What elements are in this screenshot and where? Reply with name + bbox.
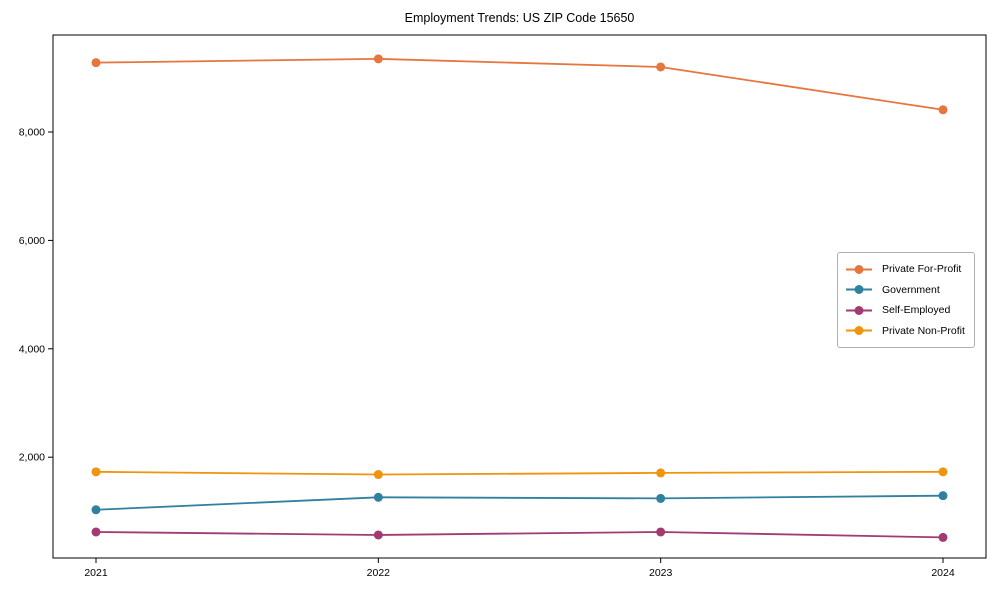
legend-marker-icon <box>846 285 872 295</box>
data-point <box>91 467 101 477</box>
data-point <box>373 530 383 540</box>
legend-label: Private Non-Profit <box>882 324 965 337</box>
data-point <box>91 527 101 537</box>
x-tick-label: 2023 <box>649 567 673 579</box>
data-point <box>938 105 948 115</box>
data-point <box>373 492 383 502</box>
y-tick-label: 8,000 <box>19 127 45 139</box>
legend-marker-icon <box>846 305 872 315</box>
legend-label: Private For-Profit <box>882 263 962 276</box>
series-line <box>95 494 944 511</box>
series-line <box>95 470 944 476</box>
data-point <box>938 532 948 542</box>
y-tick-label: 6,000 <box>19 235 45 247</box>
legend-item: Government <box>845 280 966 301</box>
series-line <box>95 531 944 539</box>
legend-label: Government <box>882 283 940 296</box>
legend-item: Self-Employed <box>845 300 966 321</box>
data-point <box>938 491 948 501</box>
x-tick-label: 2022 <box>367 567 391 579</box>
legend-marker-icon <box>846 264 872 274</box>
x-tick-label: 2021 <box>84 567 108 579</box>
legend-item: Private For-Profit <box>845 259 966 280</box>
data-point <box>656 62 666 72</box>
data-point <box>373 54 383 64</box>
legend: Private For-Profit Government Self-Employe… <box>837 252 975 348</box>
y-tick-label: 2,000 <box>19 452 45 464</box>
data-point <box>91 505 101 515</box>
data-point <box>91 58 101 68</box>
data-point <box>938 467 948 477</box>
x-tick-label: 2024 <box>931 567 955 579</box>
data-point <box>656 468 666 478</box>
data-point <box>656 527 666 537</box>
legend-item: Private Non-Profit <box>845 321 966 342</box>
series-line <box>95 57 944 111</box>
legend-label: Self-Employed <box>882 304 951 317</box>
axes-frame <box>52 34 987 559</box>
legend-marker-icon <box>846 326 872 336</box>
chart-title: Employment Trends: US ZIP Code 15650 <box>404 11 635 25</box>
y-tick-label: 4,000 <box>19 343 45 355</box>
data-point <box>373 470 383 480</box>
data-point <box>656 493 666 503</box>
